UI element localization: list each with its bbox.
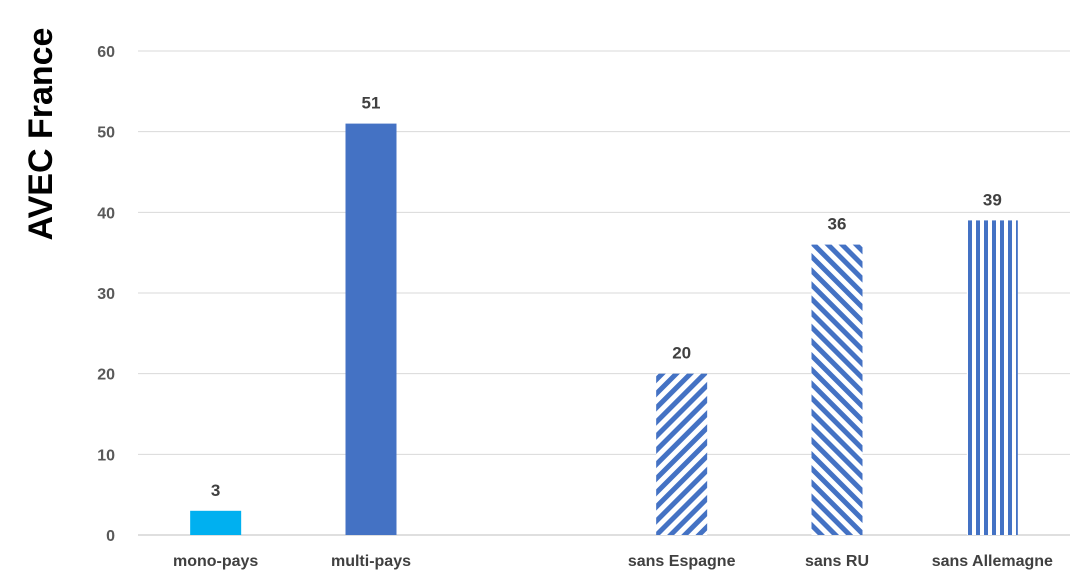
data-label: 3 (211, 481, 220, 500)
bars (190, 123, 1018, 535)
bar-sans-allemagne (966, 220, 1018, 535)
x-tick-label: multi-pays (331, 553, 411, 570)
y-axis-ticks: 0 10 20 30 40 50 60 (97, 44, 115, 545)
data-label: 51 (362, 94, 381, 113)
bar-multi-pays (345, 123, 397, 535)
data-label: 39 (983, 190, 1002, 209)
bar-sans-espagne (656, 373, 708, 535)
y-axis-title: AVEC France (22, 28, 60, 241)
bar-mono-pays (190, 510, 242, 535)
data-labels: 3 51 20 36 39 (211, 94, 1002, 500)
y-tick-label: 0 (106, 528, 115, 545)
data-label: 36 (828, 215, 847, 234)
x-tick-label: sans RU (805, 553, 869, 570)
y-tick-label: 20 (97, 367, 115, 384)
data-label: 20 (672, 344, 691, 363)
x-tick-label: sans Allemagne (932, 553, 1053, 570)
bar-sans-ru (811, 244, 863, 535)
x-tick-label: sans Espagne (628, 553, 736, 570)
gridlines (138, 50, 1070, 455)
y-tick-label: 10 (97, 447, 115, 464)
y-tick-label: 50 (97, 125, 115, 142)
y-tick-label: 30 (97, 286, 115, 303)
x-axis-categories: mono-pays multi-pays sans Espagne sans RU sa… (173, 553, 1053, 570)
y-tick-label: 60 (97, 44, 115, 61)
x-tick-label: mono-pays (173, 553, 258, 570)
y-tick-label: 40 (97, 205, 115, 222)
